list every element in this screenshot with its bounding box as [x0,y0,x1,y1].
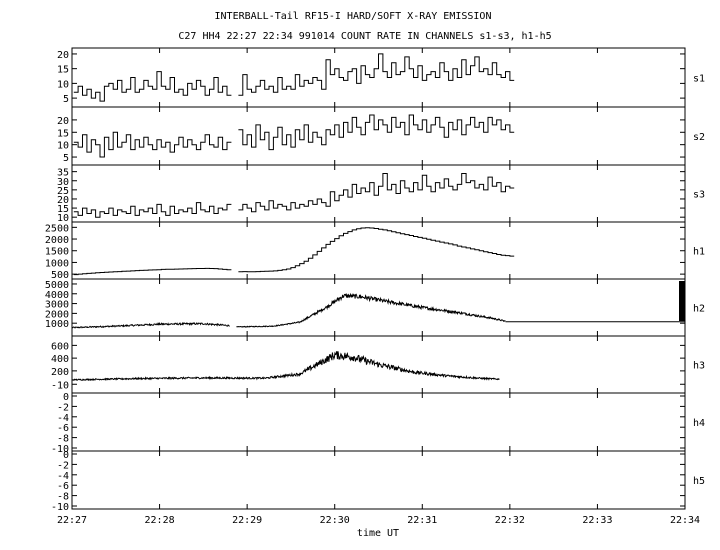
y-tick-label-s3: 10 [57,213,69,224]
x-tick-label: 22:27 [57,515,87,526]
y-tick-label-h2: 1000 [45,319,69,330]
y-tick-label-h2: 3000 [45,300,69,311]
y-tick-label-s1: 20 [57,50,69,61]
panel-frame-h1 [71,221,686,280]
series-h1-segment-1 [238,227,515,273]
y-tick-label-h3: 600 [51,341,69,352]
chart-title: INTERBALL-Tail RF15-I HARD/SOFT X-RAY EM… [215,11,492,22]
y-tick-label-h2: 5000 [45,280,69,291]
channel-label-s3: s3 [693,190,705,201]
panel-frame-h5 [71,450,686,510]
y-tick-label-s1: 10 [57,79,69,90]
series-h1-segment-0 [73,267,232,276]
y-tick-label-h1: 2500 [45,223,69,234]
y-tick-label-h1: 1500 [45,247,69,258]
x-tick-label: 22:34 [670,515,700,526]
x-axis-label: time UT [357,528,399,539]
y-tick-label-h3: -10 [51,380,69,391]
x-tick-label: 22:30 [320,515,350,526]
series-h2-segment-0 [71,321,230,329]
y-tick-label-h2: 4000 [45,290,69,301]
y-tick-label-s1: 15 [57,65,69,76]
y-tick-label-h4: -4 [57,413,69,424]
y-tick-label-h1: 2000 [45,235,69,246]
y-tick-label-h4: -6 [57,423,69,434]
series-s3-segment-0 [73,202,232,218]
y-tick-label-s1: 5 [63,94,69,105]
y-tick-label-h4: 0 [63,392,69,403]
chart-subtitle: C27 HH4 22:27 22:34 991014 COUNT RATE IN… [178,31,551,42]
series-h3-segment-0 [71,351,500,382]
x-tick-label: 22:28 [145,515,175,526]
series-s1-segment-0 [73,71,232,102]
chart-panels: 5101520s15101520s2101520253035s350010001… [45,47,705,526]
y-tick-label-s3: 15 [57,204,69,215]
y-tick-label-h4: -8 [57,434,69,445]
y-tick-label-h5: -2 [57,460,69,471]
panel-frame-h2 [71,278,686,337]
channel-label-h4: h4 [693,418,705,429]
y-tick-label-s3: 20 [57,195,69,206]
y-tick-label-s3: 30 [57,177,69,188]
panel-frame-s2 [71,106,686,166]
series-s1-segment-1 [238,53,515,96]
h2-edge-marker [679,281,685,321]
y-tick-label-h4: -2 [57,402,69,413]
y-tick-label-s3: 35 [57,168,69,179]
channel-label-s2: s2 [693,132,705,143]
y-tick-label-s2: 20 [57,116,69,127]
channel-label-h2: h2 [693,304,705,315]
y-tick-label-h1: 1000 [45,258,69,269]
y-tick-label-h3: 400 [51,354,69,365]
channel-label-h3: h3 [693,361,705,372]
x-tick-label: 22:31 [407,515,437,526]
channel-label-h5: h5 [693,476,705,487]
y-tick-label-h4: -10 [51,444,69,455]
y-tick-label-s2: 15 [57,128,69,139]
y-tick-label-h2: 2000 [45,309,69,320]
y-tick-label-h5: 0 [63,450,69,461]
panel-frame-h4 [71,392,686,452]
y-tick-label-h5: -8 [57,492,69,503]
series-s2-segment-1 [238,114,515,151]
y-tick-label-s2: 10 [57,141,69,152]
y-tick-label-s2: 5 [63,153,69,164]
y-tick-label-s3: 25 [57,186,69,197]
series-s3-segment-1 [238,173,515,213]
y-tick-label-h1: 500 [51,270,69,281]
y-tick-label-h5: -4 [57,471,69,482]
series-s2-segment-0 [73,131,232,158]
y-tick-label-h5: -6 [57,481,69,492]
y-tick-label-h5: -10 [51,502,69,513]
series-h2-segment-1 [236,292,506,328]
x-tick-label: 22:29 [232,515,262,526]
channel-label-h1: h1 [693,247,705,258]
channel-label-s1: s1 [693,74,705,85]
x-tick-label: 22:32 [495,515,525,526]
y-tick-label-h3: 200 [51,367,69,378]
x-tick-label: 22:33 [582,515,612,526]
